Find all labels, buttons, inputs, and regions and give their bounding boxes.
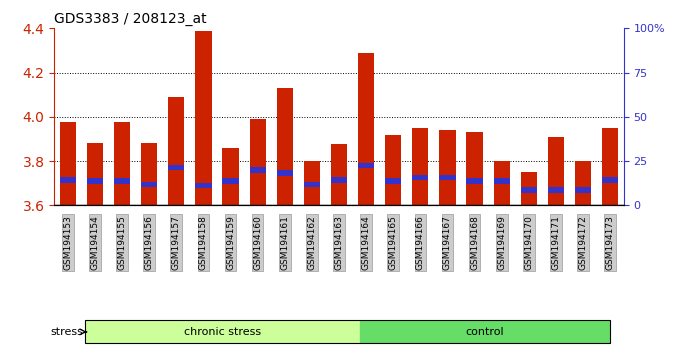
Bar — [114, 178, 130, 184]
Bar — [466, 132, 483, 205]
Bar — [304, 182, 320, 187]
Bar — [439, 130, 456, 205]
Text: control: control — [466, 327, 504, 337]
Bar — [60, 122, 76, 205]
Text: stress: stress — [51, 327, 83, 337]
Bar — [195, 183, 212, 188]
Bar — [222, 178, 239, 184]
Bar — [222, 148, 239, 205]
Bar — [412, 128, 428, 205]
Bar — [114, 122, 130, 205]
Text: GDS3383 / 208123_at: GDS3383 / 208123_at — [54, 12, 207, 26]
Bar — [466, 178, 483, 184]
Bar — [87, 143, 103, 205]
Bar — [385, 135, 401, 205]
Bar — [358, 53, 374, 205]
Bar — [358, 163, 374, 168]
Bar — [494, 161, 510, 205]
Bar — [85, 320, 360, 343]
Bar — [304, 161, 320, 205]
Bar — [602, 128, 618, 205]
Bar — [602, 177, 618, 183]
Bar — [439, 175, 456, 181]
Bar — [277, 171, 293, 176]
Bar — [521, 187, 537, 193]
Bar — [331, 177, 347, 183]
Bar — [548, 137, 564, 205]
Bar — [250, 167, 266, 173]
Bar — [412, 175, 428, 181]
Bar — [87, 178, 103, 184]
Bar — [141, 143, 157, 205]
Bar — [385, 178, 401, 184]
Bar — [494, 178, 510, 184]
Bar — [521, 172, 537, 205]
Bar — [168, 165, 184, 171]
Bar — [168, 97, 184, 205]
Bar — [195, 30, 212, 205]
Bar — [331, 144, 347, 205]
Bar — [141, 182, 157, 187]
Bar — [360, 320, 610, 343]
Text: chronic stress: chronic stress — [184, 327, 261, 337]
Bar — [250, 119, 266, 205]
Bar — [60, 177, 76, 183]
Bar — [548, 187, 564, 193]
Bar — [277, 88, 293, 205]
Bar — [575, 187, 591, 193]
Bar — [575, 161, 591, 205]
